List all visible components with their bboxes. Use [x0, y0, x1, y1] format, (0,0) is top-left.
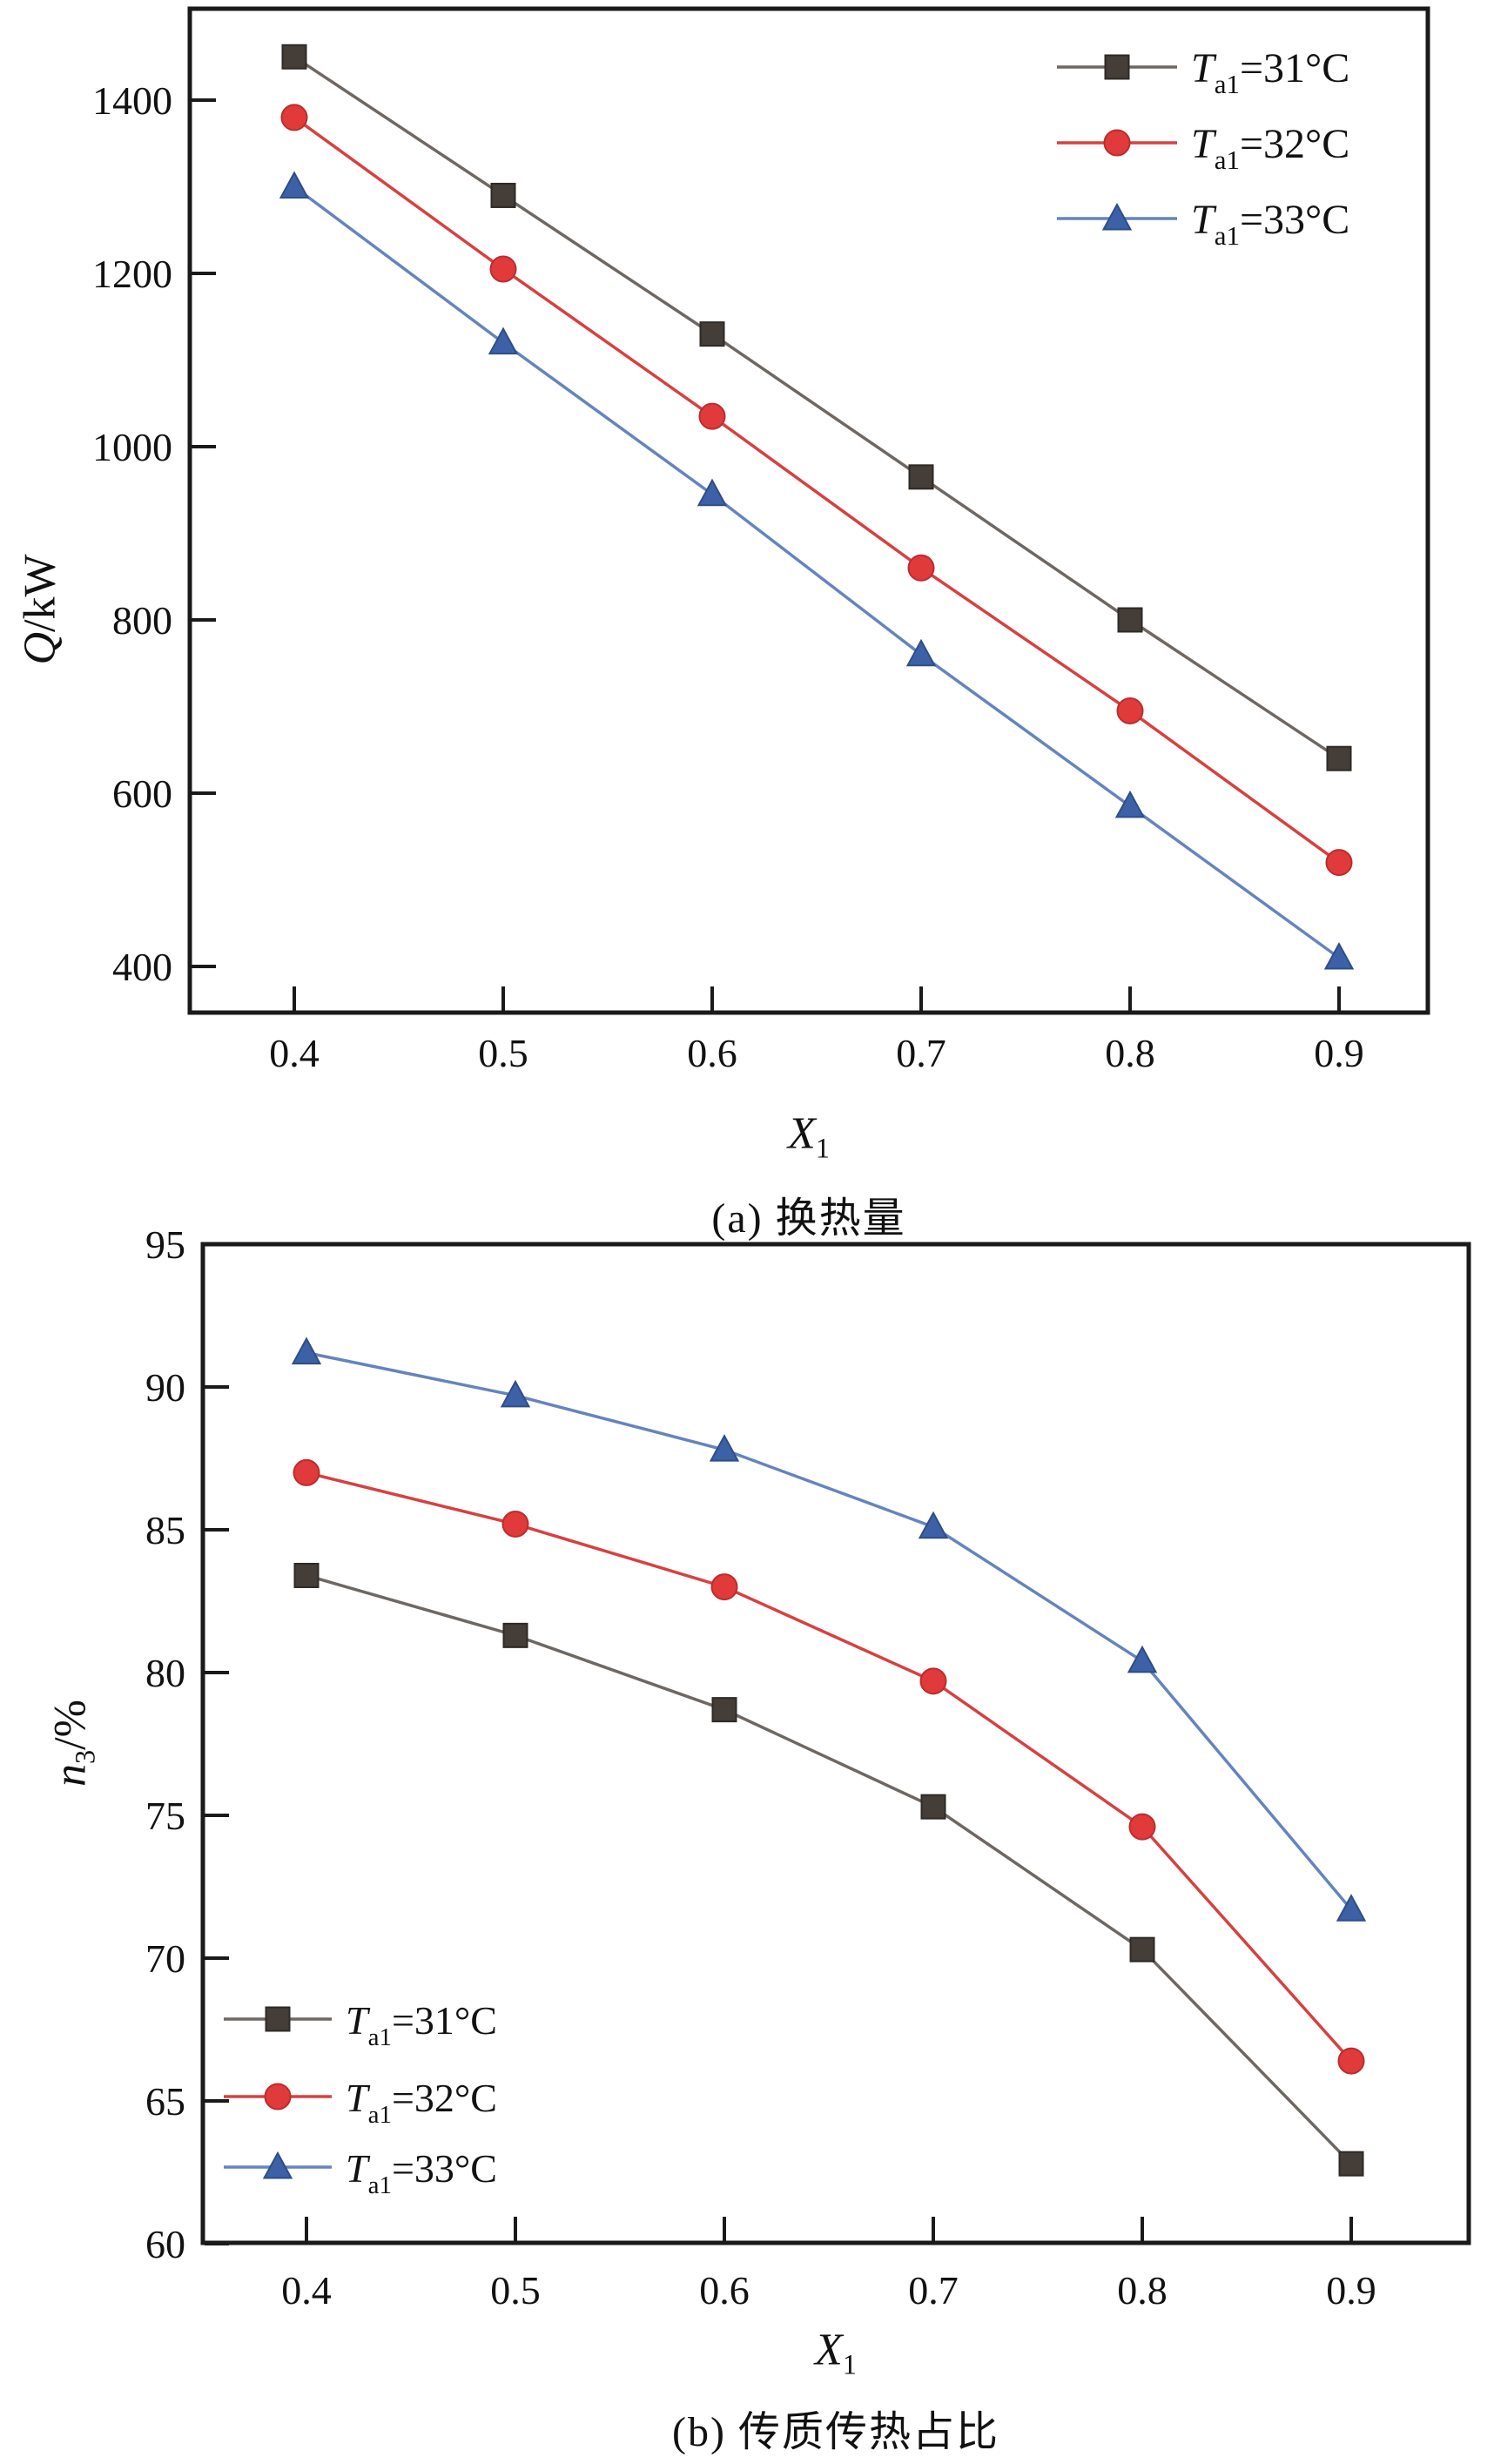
legend-marker-circle	[1103, 129, 1131, 157]
legend-label-Ta1-32-C: Ta1=32°C	[346, 2076, 497, 2129]
data-point-triangle-x0.8	[1127, 1645, 1158, 1673]
y-tick-label: 400	[112, 945, 172, 989]
x-axis-label-panel-b: X1	[815, 2324, 857, 2380]
data-point-circle-x0.5	[501, 1510, 529, 1538]
data-point-square-x0.7	[920, 1794, 946, 1820]
series-line-Ta1-32-C	[306, 1471, 1353, 2063]
data-point-square-x0.9	[1326, 745, 1352, 771]
data-point-triangle-x0.5	[488, 327, 519, 355]
x-tick-label: 0.9	[1314, 1031, 1364, 1075]
data-point-square-x0.6	[699, 321, 725, 347]
y-tick-label: 90	[145, 1365, 185, 1410]
data-point-square-x0.8	[1117, 607, 1143, 633]
legend-label-Ta1-33-C: Ta1=33°C	[1191, 197, 1349, 251]
legend-marker-square	[265, 2006, 291, 2032]
y-axis-label-b-symbol: n	[45, 1763, 96, 1787]
data-point-triangle-x0.4	[279, 171, 310, 199]
plot-frame-panel-a	[187, 6, 1430, 1015]
x-tick-label: 0.6	[687, 1031, 737, 1075]
y-axis-label-panel-b: n3/%	[44, 1700, 101, 1787]
y-tick-label: 60	[145, 2222, 185, 2266]
x-tick-label: 0.7	[896, 1031, 946, 1075]
series-line-Ta1-33-C	[293, 185, 1341, 959]
series-line-Ta1-33-C	[306, 1350, 1353, 1911]
data-point-circle-x0.8	[1128, 1813, 1156, 1841]
y-tick-label: 80	[145, 1651, 185, 1695]
data-point-triangle-x0.8	[1114, 790, 1146, 818]
data-point-triangle-x0.4	[291, 1336, 322, 1365]
y-tick-label: 800	[112, 598, 172, 643]
series-line-Ta1-31-C	[293, 55, 1340, 760]
panel-a-title: (a) 换热量	[711, 1195, 906, 1242]
data-point-circle-x0.6	[710, 1573, 738, 1601]
x-axis-label-b-subscript: 1	[842, 2348, 857, 2380]
legend-marker-triangle	[262, 2151, 293, 2179]
x-tick-label: 0.8	[1105, 1031, 1155, 1075]
plot-frame-panel-b	[200, 1242, 1471, 2245]
y-tick-label: 85	[145, 1508, 185, 1552]
legend-marker-circle	[264, 2083, 292, 2111]
x-tick-label: 0.5	[478, 1031, 528, 1075]
y-axis-label-b-subscript: 3	[69, 1749, 101, 1764]
data-point-circle-x0.7	[907, 554, 935, 582]
legend-label-Ta1-31-C: Ta1=31°C	[1191, 45, 1349, 99]
data-point-triangle-x0.7	[918, 1511, 949, 1539]
x-axis-label-b-symbol: X	[815, 2325, 843, 2375]
data-point-square-x0.7	[908, 464, 934, 490]
y-axis-label-panel-a: Q/kW	[15, 554, 66, 664]
data-point-square-x0.4	[281, 44, 307, 70]
x-tick-label: 0.7	[908, 2268, 959, 2313]
x-axis-label-panel-a: X1	[788, 1107, 830, 1164]
legend-marker-triangle	[1101, 202, 1133, 231]
data-point-circle-x0.4	[280, 104, 308, 131]
data-point-triangle-x0.6	[709, 1434, 740, 1462]
data-point-square-x0.6	[711, 1697, 737, 1723]
x-axis-label-a-subscript: 1	[815, 1132, 830, 1164]
data-point-square-x0.9	[1338, 2151, 1364, 2177]
data-point-triangle-x0.6	[697, 478, 728, 507]
data-point-triangle-x0.5	[500, 1379, 531, 1408]
data-point-circle-x0.5	[489, 255, 517, 283]
data-point-triangle-x0.7	[905, 638, 937, 667]
y-tick-label: 65	[145, 2079, 185, 2124]
y-tick-label: 95	[145, 1222, 185, 1267]
data-point-circle-x0.9	[1325, 849, 1353, 877]
data-point-circle-x0.8	[1116, 697, 1144, 724]
data-point-square-x0.5	[502, 1622, 528, 1648]
y-tick-label: 1400	[92, 78, 172, 123]
x-axis-label-a-symbol: X	[788, 1108, 816, 1159]
y-tick-label: 1200	[92, 252, 172, 296]
data-point-square-x0.4	[293, 1562, 320, 1588]
legend-label-Ta1-33-C: Ta1=33°C	[346, 2146, 497, 2199]
panel-b-title: (b) 传质传热占比	[672, 2409, 999, 2455]
data-point-circle-x0.9	[1337, 2047, 1365, 2075]
y-axis-label-a-unit: /kW	[15, 554, 65, 632]
series-line-Ta1-32-C	[293, 116, 1341, 865]
x-tick-label: 0.9	[1326, 2268, 1376, 2313]
legend-label-Ta1-31-C: Ta1=31°C	[346, 1998, 497, 2051]
data-point-circle-x0.7	[919, 1667, 947, 1695]
y-tick-label: 70	[145, 1936, 185, 1981]
y-axis-label-a-symbol: Q	[15, 631, 65, 665]
x-tick-label: 0.6	[699, 2268, 750, 2313]
data-point-square-x0.8	[1129, 1936, 1155, 1962]
x-tick-label: 0.4	[281, 2268, 332, 2313]
y-tick-label: 75	[145, 1794, 185, 1838]
legend-label-Ta1-32-C: Ta1=32°C	[1191, 121, 1349, 175]
data-point-square-x0.5	[490, 182, 516, 208]
series-line-Ta1-31-C	[306, 1573, 1353, 2165]
x-tick-label: 0.4	[269, 1031, 320, 1075]
x-tick-label: 0.5	[490, 2268, 541, 2313]
y-axis-label-b-unit: /%	[45, 1700, 96, 1750]
x-tick-label: 0.8	[1117, 2268, 1168, 2313]
legend-marker-square	[1104, 54, 1130, 80]
data-point-triangle-x0.9	[1323, 941, 1355, 970]
y-tick-label: 600	[112, 771, 172, 816]
data-point-circle-x0.4	[293, 1458, 320, 1486]
data-point-triangle-x0.9	[1336, 1894, 1367, 1922]
data-point-circle-x0.6	[698, 402, 726, 430]
y-tick-label: 1000	[92, 425, 172, 469]
